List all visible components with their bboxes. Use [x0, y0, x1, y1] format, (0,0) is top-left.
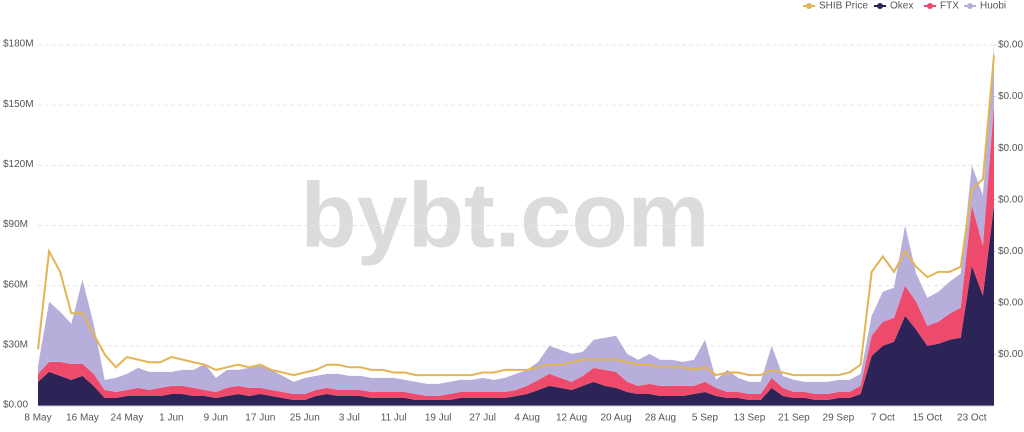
legend-marker — [877, 3, 883, 9]
legend-marker — [967, 3, 973, 9]
y2-tick-label: $0.00 — [998, 349, 1023, 360]
y2-tick-label: $0.00 — [998, 91, 1023, 102]
y-tick-label: $60M — [3, 279, 28, 290]
x-tick-label: 27 Jul — [469, 413, 496, 424]
y-tick-label: $30M — [3, 339, 28, 350]
y2-tick-label: $0.00 — [998, 40, 1023, 51]
legend-label: FTX — [940, 1, 959, 12]
x-tick-label: 9 Jun — [204, 413, 228, 424]
area — [38, 205, 994, 406]
legend-label: Okex — [890, 1, 913, 12]
x-tick-label: 28 Aug — [645, 413, 676, 424]
y-tick-label: $0.00 — [3, 400, 28, 411]
x-tick-label: 3 Jul — [339, 413, 360, 424]
y2-tick-label: $0.00 — [998, 194, 1023, 205]
x-tick-label: 4 Aug — [514, 413, 540, 424]
x-tick-label: 8 May — [24, 413, 51, 424]
y-tick-label: $120M — [3, 159, 34, 170]
x-tick-label: 24 May — [111, 413, 144, 424]
y-tick-label: $180M — [3, 39, 34, 50]
y2-tick-label: $0.00 — [998, 297, 1023, 308]
y-tick-label: $90M — [3, 219, 28, 230]
x-tick-label: 12 Aug — [556, 413, 587, 424]
x-tick-label: 19 Jul — [425, 413, 452, 424]
price-line — [37, 55, 995, 377]
x-tick-label: 13 Sep — [734, 413, 766, 424]
legend-marker — [927, 3, 933, 9]
x-tick-label: 23 Oct — [957, 413, 987, 424]
x-tick-label: 15 Oct — [913, 413, 943, 424]
x-tick-label: 17 Jun — [245, 413, 275, 424]
watermark: bybt.com — [301, 164, 710, 266]
x-tick-label: 21 Sep — [778, 413, 810, 424]
y-tick-label: $150M — [3, 99, 34, 110]
x-tick-label: 7 Oct — [871, 413, 895, 424]
x-tick-label: 5 Sep — [692, 413, 719, 424]
x-tick-label: 1 Jun — [159, 413, 183, 424]
legend-label: Huobi — [980, 1, 1006, 12]
x-tick-label: 25 Jun — [290, 413, 320, 424]
legend-label: SHIB Price — [819, 1, 868, 12]
x-tick-label: 29 Sep — [823, 413, 855, 424]
x-tick-label: 11 Jul — [381, 413, 407, 424]
y2-tick-label: $0.00 — [998, 143, 1023, 154]
y2-tick-label: $0.00 — [998, 246, 1023, 257]
x-tick-label: 16 May — [66, 413, 99, 424]
grid — [38, 44, 994, 407]
x-tick-label: 20 Aug — [600, 413, 631, 424]
legend-marker — [806, 3, 812, 9]
